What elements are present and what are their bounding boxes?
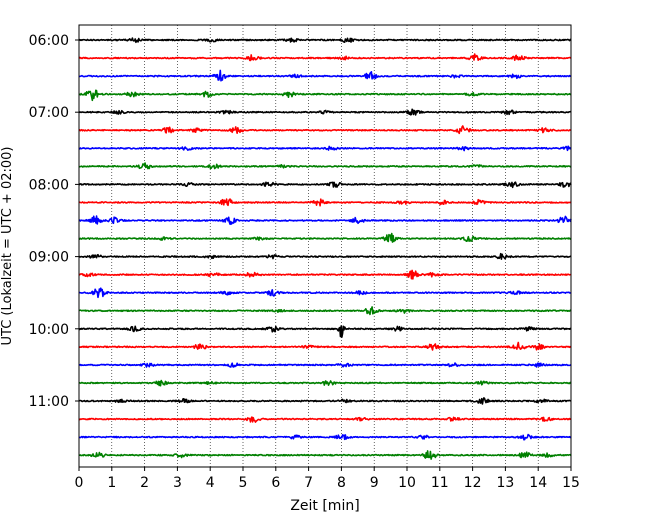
plot-area	[79, 25, 571, 467]
trace-0630	[78, 69, 572, 82]
y-tick-label-3: 09:00	[29, 250, 69, 266]
x-tick-label-7: 7	[304, 475, 313, 491]
x-tick-label-12: 12	[464, 475, 482, 491]
y-axis-ticks: 06:00 07:00 08:00 09:00 10:00 11:00	[29, 33, 79, 410]
x-tick-label-10: 10	[398, 475, 416, 491]
y-tick-label-4: 10:00	[29, 322, 69, 338]
x-tick-label-11: 11	[431, 475, 449, 491]
y-axis-label: UTC (Lokalzeit = UTC + 02:00)	[0, 147, 15, 346]
trace-1115	[78, 416, 572, 423]
seismic-traces	[78, 37, 572, 460]
x-tick-label-6: 6	[271, 475, 280, 491]
x-tick-label-5: 5	[239, 475, 248, 491]
trace-0800	[78, 181, 572, 189]
trace-1015	[78, 341, 572, 351]
trace-0945	[78, 306, 572, 316]
trace-0715	[78, 125, 572, 135]
y-tick-label-5: 11:00	[29, 394, 69, 410]
x-tick-label-15: 15	[562, 475, 580, 491]
trace-1030	[78, 362, 572, 368]
trace-0900	[78, 252, 572, 260]
y-tick-label-1: 07:00	[29, 105, 69, 121]
trace-0645	[78, 89, 572, 102]
trace-0915	[78, 269, 572, 280]
x-axis-ticks: 0 1 2 3 4 5 6 7 8 9 10 11 12 13 14 15	[75, 467, 580, 491]
trace-0730	[78, 145, 572, 152]
plot-frame	[78, 24, 572, 468]
trace-0700	[78, 108, 572, 116]
trace-0745	[78, 162, 572, 170]
trace-1045	[78, 379, 572, 387]
x-tick-label-9: 9	[370, 475, 379, 491]
x-tick-label-2: 2	[140, 475, 149, 491]
x-tick-label-4: 4	[206, 475, 215, 491]
trace-1100	[78, 397, 572, 405]
y-tick-label-0: 06:00	[29, 33, 69, 49]
x-axis-label: Zeit [min]	[290, 498, 359, 514]
x-tick-label-14: 14	[529, 475, 547, 491]
trace-1145	[78, 450, 572, 460]
trace-0830	[78, 215, 572, 226]
x-tick-label-13: 13	[496, 475, 514, 491]
x-tick-label-3: 3	[173, 475, 182, 491]
trace-1130	[78, 433, 572, 441]
x-tick-label-8: 8	[337, 475, 346, 491]
trace-0615	[78, 53, 572, 62]
x-tick-label-1: 1	[107, 475, 116, 491]
y-tick-label-2: 08:00	[29, 177, 69, 193]
trace-1000	[78, 325, 572, 338]
trace-0815	[78, 198, 572, 207]
trace-0930	[78, 287, 572, 299]
x-tick-label-0: 0	[75, 475, 84, 491]
trace-0845	[78, 232, 572, 243]
trace-0600	[78, 37, 572, 44]
